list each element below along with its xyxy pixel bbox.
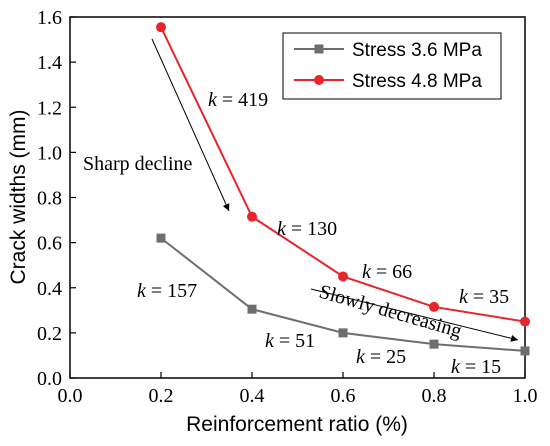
series-1-point	[338, 328, 348, 338]
y-axis-ticks: 0.0 0.2 0.4 0.6 0.8 1.0 1.2 1.4 1.6	[37, 7, 76, 390]
x-tick-label: 0.0	[58, 385, 83, 407]
series-1-point	[429, 339, 439, 349]
legend: Stress 3.6 MPa Stress 4.8 MPa	[282, 32, 502, 100]
slope-label-48-2: k = 130	[277, 218, 337, 240]
series-1-point	[156, 233, 166, 243]
x-tick-label: 1.0	[513, 385, 538, 407]
series-1-point	[247, 304, 257, 314]
slope-label-48-4: k = 35	[459, 286, 509, 308]
y-tick-label: 0.4	[37, 278, 62, 300]
series-1-point	[520, 346, 530, 356]
x-tick-label: 0.6	[331, 385, 356, 407]
slope-label-48-3: k = 66	[362, 261, 412, 283]
slope-label-36-1: k = 157	[137, 280, 197, 302]
x-tick-label: 0.8	[422, 385, 447, 407]
x-axis-ticks: 0.0 0.2 0.4 0.6 0.8 1.0	[58, 372, 538, 407]
x-tick-label: 0.4	[240, 385, 265, 407]
y-tick-label: 0.0	[37, 368, 62, 390]
series-layer	[156, 22, 530, 356]
series-2-point	[156, 22, 166, 33]
slowly-decreasing-arrow	[310, 288, 519, 342]
legend-label-series-1: Stress 3.6 MPa	[352, 40, 482, 61]
x-tick-label: 0.2	[149, 385, 174, 407]
y-axis-title: Crack widths (mm)	[7, 109, 30, 284]
y-tick-label: 0.8	[37, 188, 62, 210]
legend-box	[282, 32, 502, 100]
slope-label-36-2: k = 51	[265, 330, 315, 352]
y-tick-label: 0.2	[37, 323, 62, 345]
legend-label-series-2: Stress 4.8 MPa	[352, 71, 482, 92]
slope-label-48-1: k = 419	[208, 89, 268, 111]
legend-entries	[294, 44, 344, 85]
sharp-decline-label: Sharp decline	[83, 153, 193, 175]
series-2-point	[520, 316, 530, 327]
series-1	[156, 233, 530, 356]
y-tick-label: 1.4	[37, 52, 62, 74]
y-tick-label: 1.2	[37, 97, 62, 119]
slope-label-36-3: k = 25	[356, 346, 406, 368]
series-2	[156, 22, 530, 327]
sharp-decline-arrow	[151, 38, 230, 212]
series-2-point	[247, 211, 257, 222]
series-2-point	[338, 271, 348, 282]
slope-label-36-4: k = 15	[451, 356, 501, 378]
legend-swatch-marker	[314, 44, 324, 54]
series-2-point	[429, 301, 439, 312]
y-tick-label: 1.6	[37, 7, 62, 29]
y-tick-label: 0.6	[37, 233, 62, 255]
x-axis-title: Reinforcement ratio (%)	[186, 413, 408, 436]
legend-swatch-marker	[314, 75, 324, 85]
y-tick-label: 1.0	[37, 142, 62, 164]
